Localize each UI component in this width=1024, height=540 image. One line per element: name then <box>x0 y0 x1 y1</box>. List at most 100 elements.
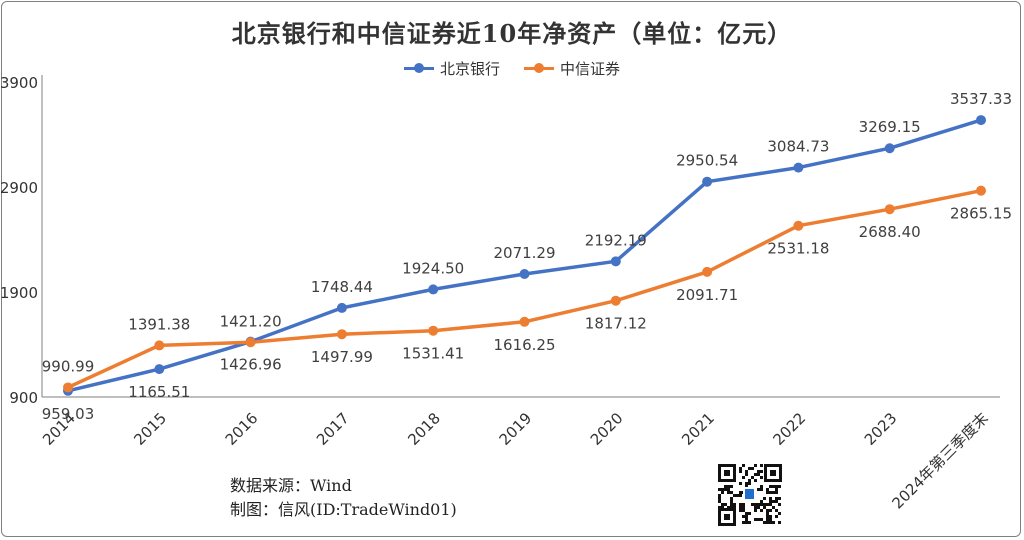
qr-module <box>730 491 733 494</box>
qr-module <box>769 515 772 518</box>
qr-module <box>745 512 748 515</box>
qr-module <box>760 476 763 479</box>
y-tick-label-2: 2900 <box>0 179 38 197</box>
source-note: 数据来源：Wind 制图：信风(ID:TradeWind01) <box>230 474 457 522</box>
data-label-s0-4: 1924.50 <box>402 259 464 277</box>
qr-module <box>751 476 754 479</box>
qr-module <box>766 515 769 518</box>
qr-module <box>721 488 724 491</box>
data-label-s0-7: 2950.54 <box>676 152 738 170</box>
qr-module <box>718 506 721 509</box>
x-tick-label-8: 2022 <box>769 409 809 449</box>
qr-module <box>742 521 745 524</box>
data-label-s0-0: 959.03 <box>42 405 95 423</box>
qr-module <box>748 512 751 515</box>
qr-module <box>769 521 772 524</box>
qr-module <box>760 464 763 467</box>
qr-module <box>766 518 769 521</box>
point-s1-10 <box>976 185 986 196</box>
qr-module <box>727 506 730 509</box>
qr-module <box>739 509 742 512</box>
data-label-s1-0: 990.99 <box>42 357 95 375</box>
qr-module <box>727 485 730 488</box>
qr-module <box>775 497 778 500</box>
qr-module <box>754 509 757 512</box>
qr-module <box>742 464 745 467</box>
point-s0-1 <box>154 364 165 375</box>
qr-module <box>724 485 727 488</box>
data-label-s1-3: 1497.99 <box>311 348 373 366</box>
qr-module <box>724 503 727 506</box>
qr-module <box>766 491 769 494</box>
data-label-s0-6: 2192.19 <box>585 231 647 249</box>
qr-module <box>754 479 757 482</box>
qr-module <box>745 470 748 473</box>
qr-module <box>745 521 748 524</box>
qr-module <box>775 515 778 518</box>
qr-module <box>763 503 766 506</box>
qr-module <box>760 485 763 488</box>
qr-module <box>730 500 733 503</box>
qr-module <box>721 503 724 506</box>
x-tick-label-5: 2019 <box>496 409 536 449</box>
qr-module <box>754 503 757 506</box>
qr-module <box>754 473 757 476</box>
qr-module <box>724 488 727 491</box>
qr-module <box>769 485 772 488</box>
qr-module <box>727 491 730 494</box>
x-tick-label-4: 2018 <box>404 409 444 449</box>
qr-finder-core-1 <box>770 470 776 476</box>
point-s1-7 <box>702 266 713 277</box>
data-label-s1-10: 2865.15 <box>950 205 1012 223</box>
data-label-s1-2: 1421.20 <box>220 312 282 330</box>
data-label-s1-4: 1531.41 <box>402 345 464 363</box>
qr-module <box>742 509 745 512</box>
qr-module <box>733 506 736 509</box>
point-s0-6 <box>610 256 621 267</box>
qr-module <box>718 488 721 491</box>
x-tick-label-10: 2024年第三季度末 <box>888 409 991 512</box>
data-label-s0-2: 1426.96 <box>220 356 282 374</box>
data-label-s0-3: 1748.44 <box>311 278 373 296</box>
qr-module <box>775 500 778 503</box>
qr-module <box>757 506 760 509</box>
qr-module <box>775 491 778 494</box>
point-s1-4 <box>428 325 439 336</box>
qr-module <box>775 509 778 512</box>
qr-module <box>739 491 742 494</box>
qr-module <box>757 518 760 521</box>
qr-finder-core-2 <box>724 514 730 520</box>
qr-module <box>760 518 763 521</box>
qr-module <box>742 503 745 506</box>
x-tick-label-2: 2016 <box>222 409 262 449</box>
qr-module <box>778 485 781 488</box>
qr-module <box>739 467 742 470</box>
qr-module <box>754 506 757 509</box>
qr-module <box>745 518 748 521</box>
series-line-1 <box>67 188 982 389</box>
qr-module <box>778 497 781 500</box>
qr-module <box>730 485 733 488</box>
qr-module <box>754 464 757 467</box>
x-tick-label-9: 2023 <box>861 409 901 449</box>
qr-module <box>733 503 736 506</box>
qr-module <box>730 506 733 509</box>
qr-module <box>748 479 751 482</box>
point-s0-5 <box>519 269 530 280</box>
qr-module <box>772 491 775 494</box>
point-s1-5 <box>519 316 530 327</box>
point-s1-8 <box>793 220 804 231</box>
qr-module <box>769 497 772 500</box>
data-label-s1-6: 1817.12 <box>585 315 647 333</box>
y-tick-label-1: 1900 <box>0 284 38 302</box>
qr-module <box>760 500 763 503</box>
qr-module <box>739 503 742 506</box>
qr-module <box>760 503 763 506</box>
point-s1-6 <box>610 295 621 306</box>
point-s1-2 <box>245 337 256 348</box>
qr-module <box>727 488 730 491</box>
x-tick-label-3: 2017 <box>313 409 353 449</box>
data-label-s1-1: 1391.38 <box>128 315 190 333</box>
